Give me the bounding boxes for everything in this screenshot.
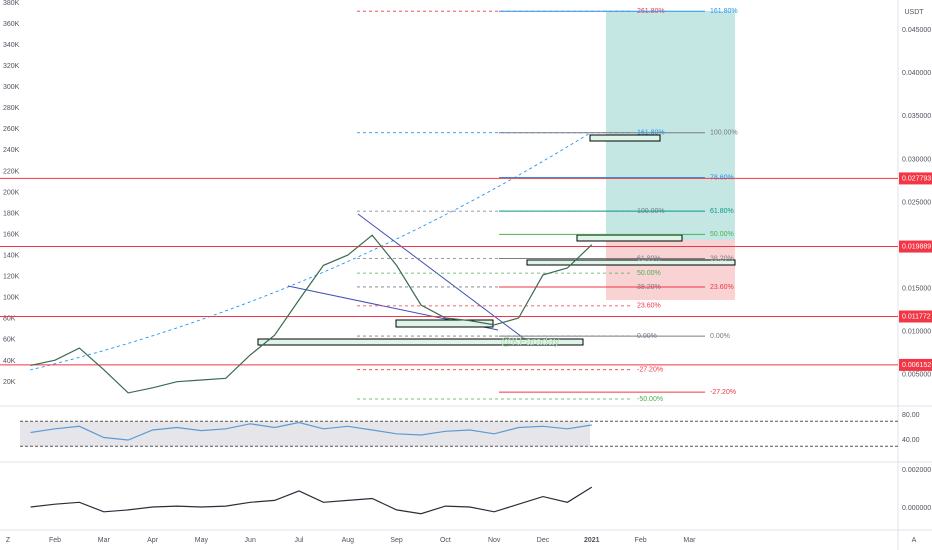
x-tick-label: Mar (98, 537, 111, 544)
fib-label: -27.20% (637, 367, 663, 374)
y-tick-label: 0.010000 (902, 329, 931, 336)
left-tick-label: 140K (3, 253, 20, 260)
x-tick-label: Feb (635, 537, 647, 544)
y-tick-label: 0.015000 (902, 286, 931, 293)
y-tick-label: 0.025000 (902, 199, 931, 206)
y-tick-label: 0.035000 (902, 113, 931, 120)
y-tick-label: 0.040000 (902, 70, 931, 77)
rsi-band (20, 421, 590, 447)
left-tick-label: 320K (3, 63, 20, 70)
left-tick-label: 40K (3, 358, 16, 365)
x-tick-label: Mar (683, 537, 696, 544)
left-tick-label: 360K (3, 21, 20, 28)
fib-label: 23.60% (710, 284, 734, 291)
fib-label: 61.80% (710, 208, 734, 215)
fib-label: -50.00% (637, 396, 663, 403)
x-tick-label: Apr (147, 537, 159, 544)
x-tick-label: May (195, 537, 209, 544)
left-tick-label: 20K (3, 379, 16, 386)
left-tick-label: 340K (3, 42, 20, 49)
left-tick-label: 380K (3, 0, 20, 7)
fib-label: -27.20% (710, 389, 736, 396)
price-tag-label: 0.006152 (902, 362, 931, 369)
fib-label: 161.80% (710, 8, 738, 15)
x-tick-label: Jul (295, 537, 304, 544)
resistance-box (526, 259, 736, 266)
left-tick-label: 300K (3, 84, 20, 91)
x-tick-label: Feb (49, 537, 61, 544)
price-tag-label: 0.019889 (902, 243, 931, 250)
y-tick-label: 40.00 (902, 437, 920, 444)
stop-zone (606, 240, 735, 300)
left-tick-label: 120K (3, 274, 20, 281)
fib-label: 50.00% (637, 270, 661, 277)
trend-line (357, 213, 527, 341)
left-tick-label: 180K (3, 210, 20, 217)
x-tick-label: Dec (537, 537, 550, 544)
target-box (589, 134, 661, 142)
support-box (257, 338, 584, 346)
y-tick-label: 0.002000 (902, 467, 931, 474)
support-box (395, 319, 494, 328)
x-tick-label: Aug (342, 537, 355, 544)
y-tick-label: 0.005000 (902, 372, 931, 379)
fib-label: 38.20% (710, 255, 734, 262)
x-tick-label: Sep (390, 537, 403, 544)
series-line (30, 486, 593, 515)
fib-label: 78.60% (710, 174, 734, 181)
x-tick-label: Oct (440, 537, 451, 544)
x-tick-label: Nov (488, 537, 501, 544)
price-tag (899, 240, 932, 253)
fib-label: 50.00% (710, 231, 734, 238)
watermark: @KFaraday (501, 336, 560, 348)
fib-label: 23.60% (637, 303, 661, 310)
left-tick-label: 60K (3, 337, 16, 344)
left-tick-label: 80K (3, 316, 16, 323)
axis-unit: USDT (904, 9, 924, 16)
x-tick-label: 2021 (584, 537, 600, 544)
price-tag (899, 172, 932, 185)
left-tick-label: 260K (3, 126, 20, 133)
target-zone (606, 11, 735, 240)
y-tick-label: 0.000000 (902, 505, 931, 512)
x-tick-label: Jun (245, 537, 256, 544)
price-tag (899, 310, 932, 323)
y-tick-label: 0.030000 (902, 156, 931, 163)
left-tick-label: 240K (3, 147, 20, 154)
series-line (30, 234, 593, 394)
y-tick-label: 0.045000 (902, 27, 931, 34)
price-tag-label: 0.027793 (902, 175, 931, 182)
resistance-box (576, 234, 683, 242)
left-tick-label: 220K (3, 168, 20, 175)
fib-label: 0.00% (710, 333, 730, 340)
series-line (30, 421, 592, 441)
left-tick-label: 280K (3, 105, 20, 112)
left-tick-label: 100K (3, 295, 20, 302)
left-tick-label: 200K (3, 189, 20, 196)
timezone-button[interactable]: Z (6, 537, 11, 544)
y-tick-label: 80.00 (902, 412, 920, 419)
price-tag-label: 0.011772 (902, 313, 931, 320)
left-tick-label: 160K (3, 231, 20, 238)
price-tag (899, 358, 932, 371)
auto-scale-button[interactable]: A (912, 537, 917, 544)
fib-label: 100.00% (710, 130, 738, 137)
